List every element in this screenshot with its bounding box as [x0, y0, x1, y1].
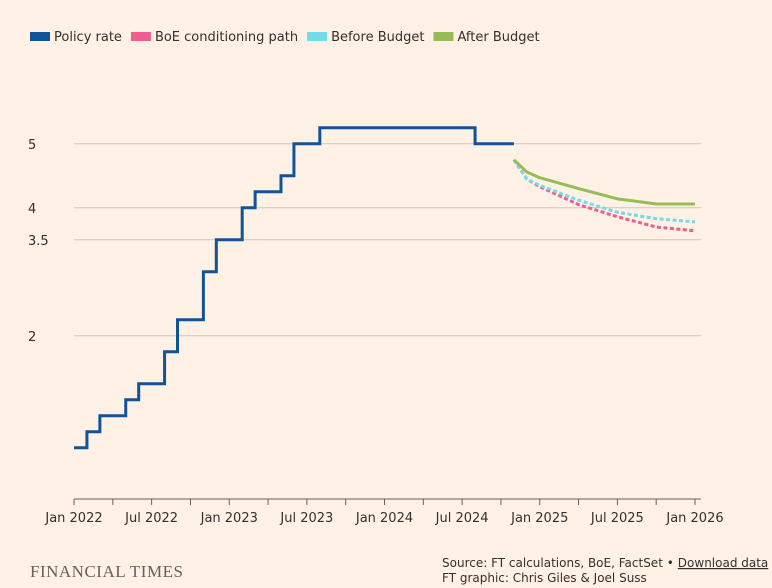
x-tick-label: Jul 2024 [435, 511, 489, 526]
legend-swatch [30, 32, 50, 41]
credit: FT graphic: Chris Giles & Joel Suss [442, 571, 647, 585]
legend-label: Policy rate [54, 30, 122, 45]
y-tick-label: 4 [28, 202, 36, 217]
series-line [74, 126, 514, 450]
x-tick-label: Jul 2023 [279, 511, 333, 526]
x-tick-label: Jan 2022 [44, 511, 102, 526]
legend-swatch [307, 32, 328, 41]
legend-swatch [433, 32, 454, 41]
y-tick-label: 2 [28, 330, 36, 345]
series-line [512, 158, 695, 206]
y-tick-label: 3.5 [28, 234, 49, 249]
y-tick-label: 5 [28, 138, 36, 153]
legend-label: Before Budget [331, 30, 424, 45]
x-tick-label: Jul 2022 [124, 511, 178, 526]
legend-swatch [130, 32, 151, 41]
x-tick-label: Jan 2025 [510, 511, 568, 526]
legend-label: After Budget [457, 30, 539, 45]
source: Source: FT calculations, BoE, FactSet • [442, 556, 674, 570]
x-tick-label: Jan 2026 [665, 511, 723, 526]
legend-label: BoE conditioning path [155, 30, 298, 45]
x-tick-label: Jan 2024 [355, 511, 413, 526]
logo: FINANCIAL TIMES [30, 562, 183, 581]
series-line [512, 158, 696, 224]
download-link[interactable]: Download data [678, 556, 769, 570]
x-tick-label: Jan 2023 [200, 511, 258, 526]
x-tick-label: Jul 2025 [590, 511, 644, 526]
